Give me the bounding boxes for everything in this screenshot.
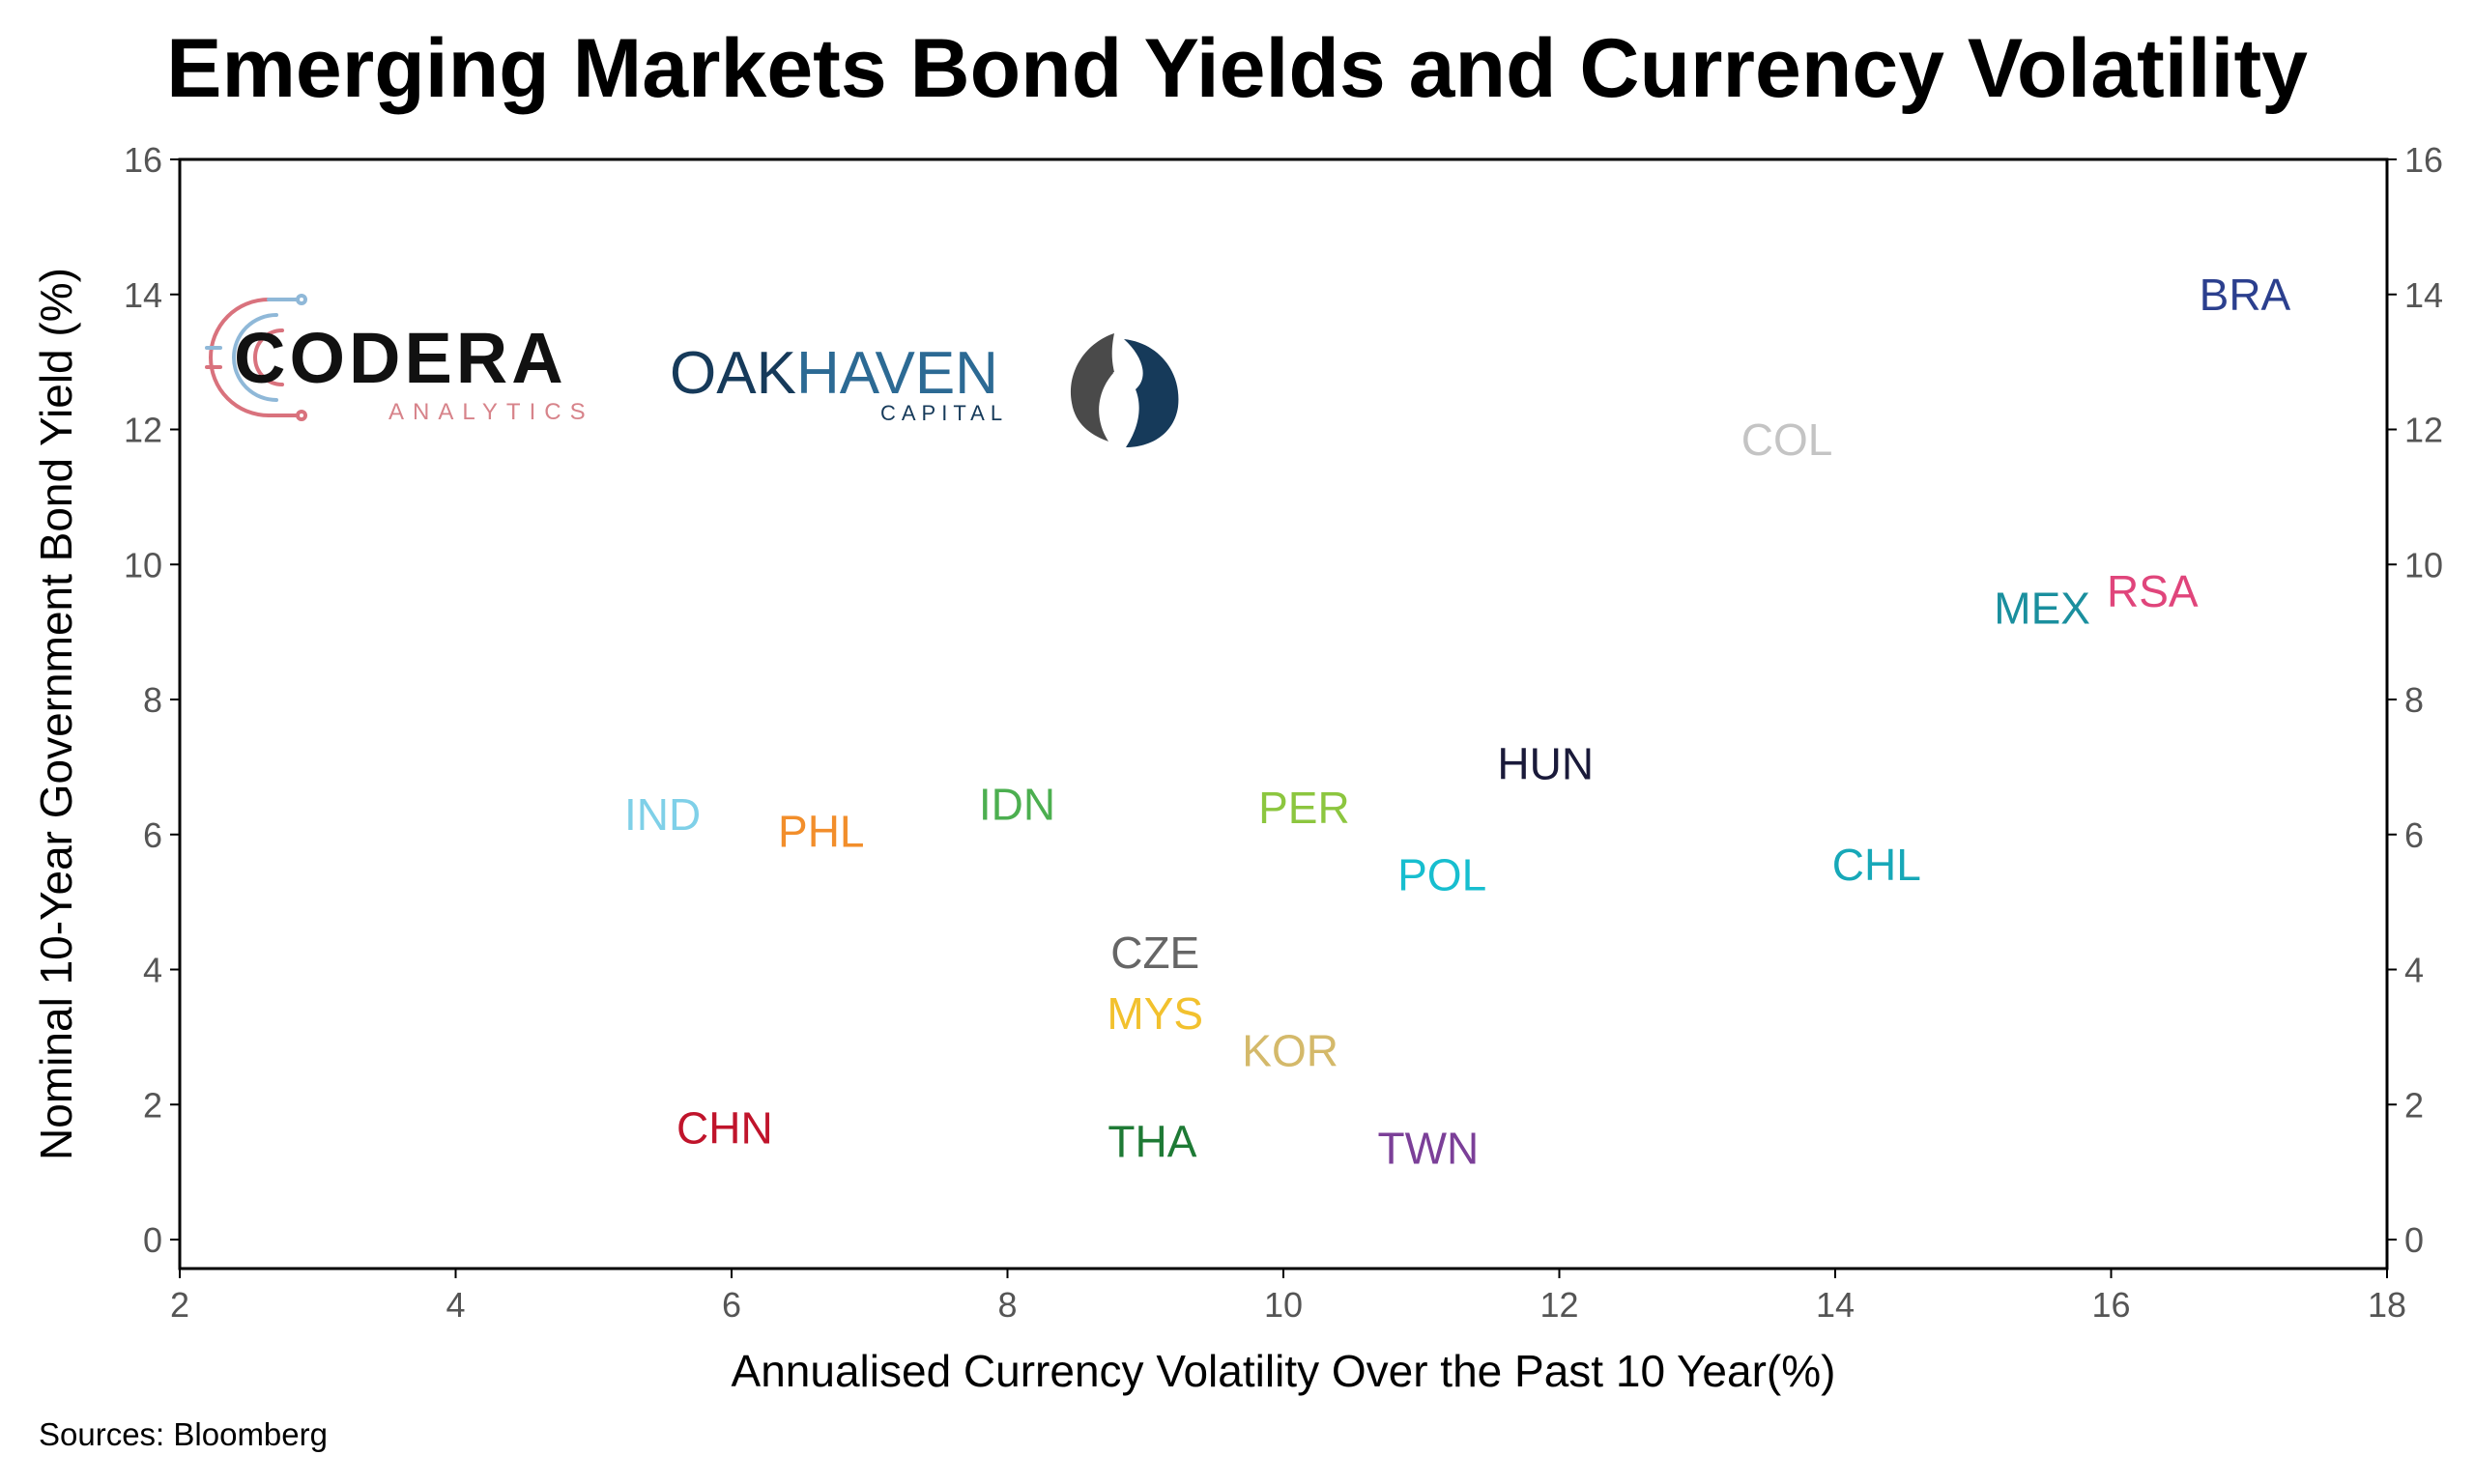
y-tick-label-left: 10 <box>124 545 162 585</box>
point-label-kor: KOR <box>1242 1025 1338 1075</box>
point-label-tha: THA <box>1108 1117 1196 1167</box>
point-label-chn: CHN <box>676 1103 773 1154</box>
y-axis-right-ticks: 0 2 4 6 8 10 12 14 16 <box>2387 140 2443 1260</box>
point-label-col: COL <box>1741 414 1833 465</box>
point-label-rsa: RSA <box>2107 566 2199 616</box>
x-tick-label: 6 <box>722 1285 741 1325</box>
point-label-ind: IND <box>624 789 701 840</box>
y-tick-label-right: 8 <box>2404 680 2424 720</box>
y-axis-left-ticks: 0 2 4 6 8 10 12 14 16 <box>124 140 180 1260</box>
y-tick-label-left: 6 <box>143 815 162 855</box>
y-tick-label-left: 14 <box>124 275 162 315</box>
point-label-cze: CZE <box>1110 928 1199 978</box>
oakhaven-logo: OAKHAVEN CAPITAL <box>670 333 1179 448</box>
y-tick-label-right: 16 <box>2404 140 2443 180</box>
source-note: Sources: Bloomberg <box>39 1416 328 1452</box>
y-tick-label-right: 14 <box>2404 275 2443 315</box>
point-label-hun: HUN <box>1497 738 1594 788</box>
x-axis-title: Annualised Currency Volatility Over the … <box>732 1346 1836 1396</box>
y-tick-label-right: 6 <box>2404 815 2424 855</box>
codera-logo-name: CODERA <box>234 318 567 398</box>
oak-leaf-icon <box>1070 333 1179 448</box>
point-label-bra: BRA <box>2200 270 2291 320</box>
point-label-chl: CHL <box>1832 840 1921 890</box>
x-tick-label: 12 <box>1539 1285 1578 1325</box>
point-label-mys: MYS <box>1107 988 1203 1039</box>
point-label-pol: POL <box>1397 850 1486 900</box>
y-tick-label-right: 0 <box>2404 1220 2424 1260</box>
x-tick-label: 10 <box>1264 1285 1303 1325</box>
y-tick-label-right: 4 <box>2404 951 2424 990</box>
x-tick-label: 4 <box>446 1285 465 1325</box>
point-label-idn: IDN <box>979 779 1055 829</box>
y-tick-label-right: 2 <box>2404 1085 2424 1125</box>
y-tick-label-left: 16 <box>124 140 162 180</box>
y-tick-label-left: 4 <box>143 951 162 990</box>
point-label-phl: PHL <box>778 806 864 856</box>
scatter-points: BRA COL RSA MEX HUN IND PHL IDN PER POL CHL CZE MYS K… <box>624 270 2291 1174</box>
x-tick-label: 8 <box>997 1285 1017 1325</box>
y-tick-label-left: 8 <box>143 680 162 720</box>
x-axis-ticks: 2 4 6 8 10 12 14 16 18 <box>170 1269 2406 1325</box>
y-tick-label-right: 10 <box>2404 545 2443 585</box>
y-tick-label-left: 0 <box>143 1220 162 1260</box>
x-tick-label: 14 <box>1816 1285 1855 1325</box>
chart-title: Emerging Markets Bond Yields and Currenc… <box>166 22 2308 115</box>
codera-logo-subtitle: ANALYTICS <box>388 399 594 425</box>
y-tick-label-right: 12 <box>2404 411 2443 450</box>
y-tick-label-left: 2 <box>143 1085 162 1125</box>
codera-logo: CODERA ANALYTICS <box>205 294 594 425</box>
x-tick-label: 2 <box>170 1285 189 1325</box>
x-tick-label: 18 <box>2368 1285 2406 1325</box>
oakhaven-logo-subtitle: CAPITAL <box>880 401 1008 425</box>
point-label-per: PER <box>1258 783 1350 833</box>
point-label-mex: MEX <box>1994 584 2090 634</box>
codera-circuit-icon <box>205 294 307 421</box>
point-label-twn: TWN <box>1378 1124 1480 1174</box>
y-axis-title: Nominal 10-Year Government Bond Yield (%… <box>31 268 81 1160</box>
x-tick-label: 16 <box>2091 1285 2130 1325</box>
y-tick-label-left: 12 <box>124 411 162 450</box>
oakhaven-logo-name: OAKHAVEN <box>670 340 998 407</box>
